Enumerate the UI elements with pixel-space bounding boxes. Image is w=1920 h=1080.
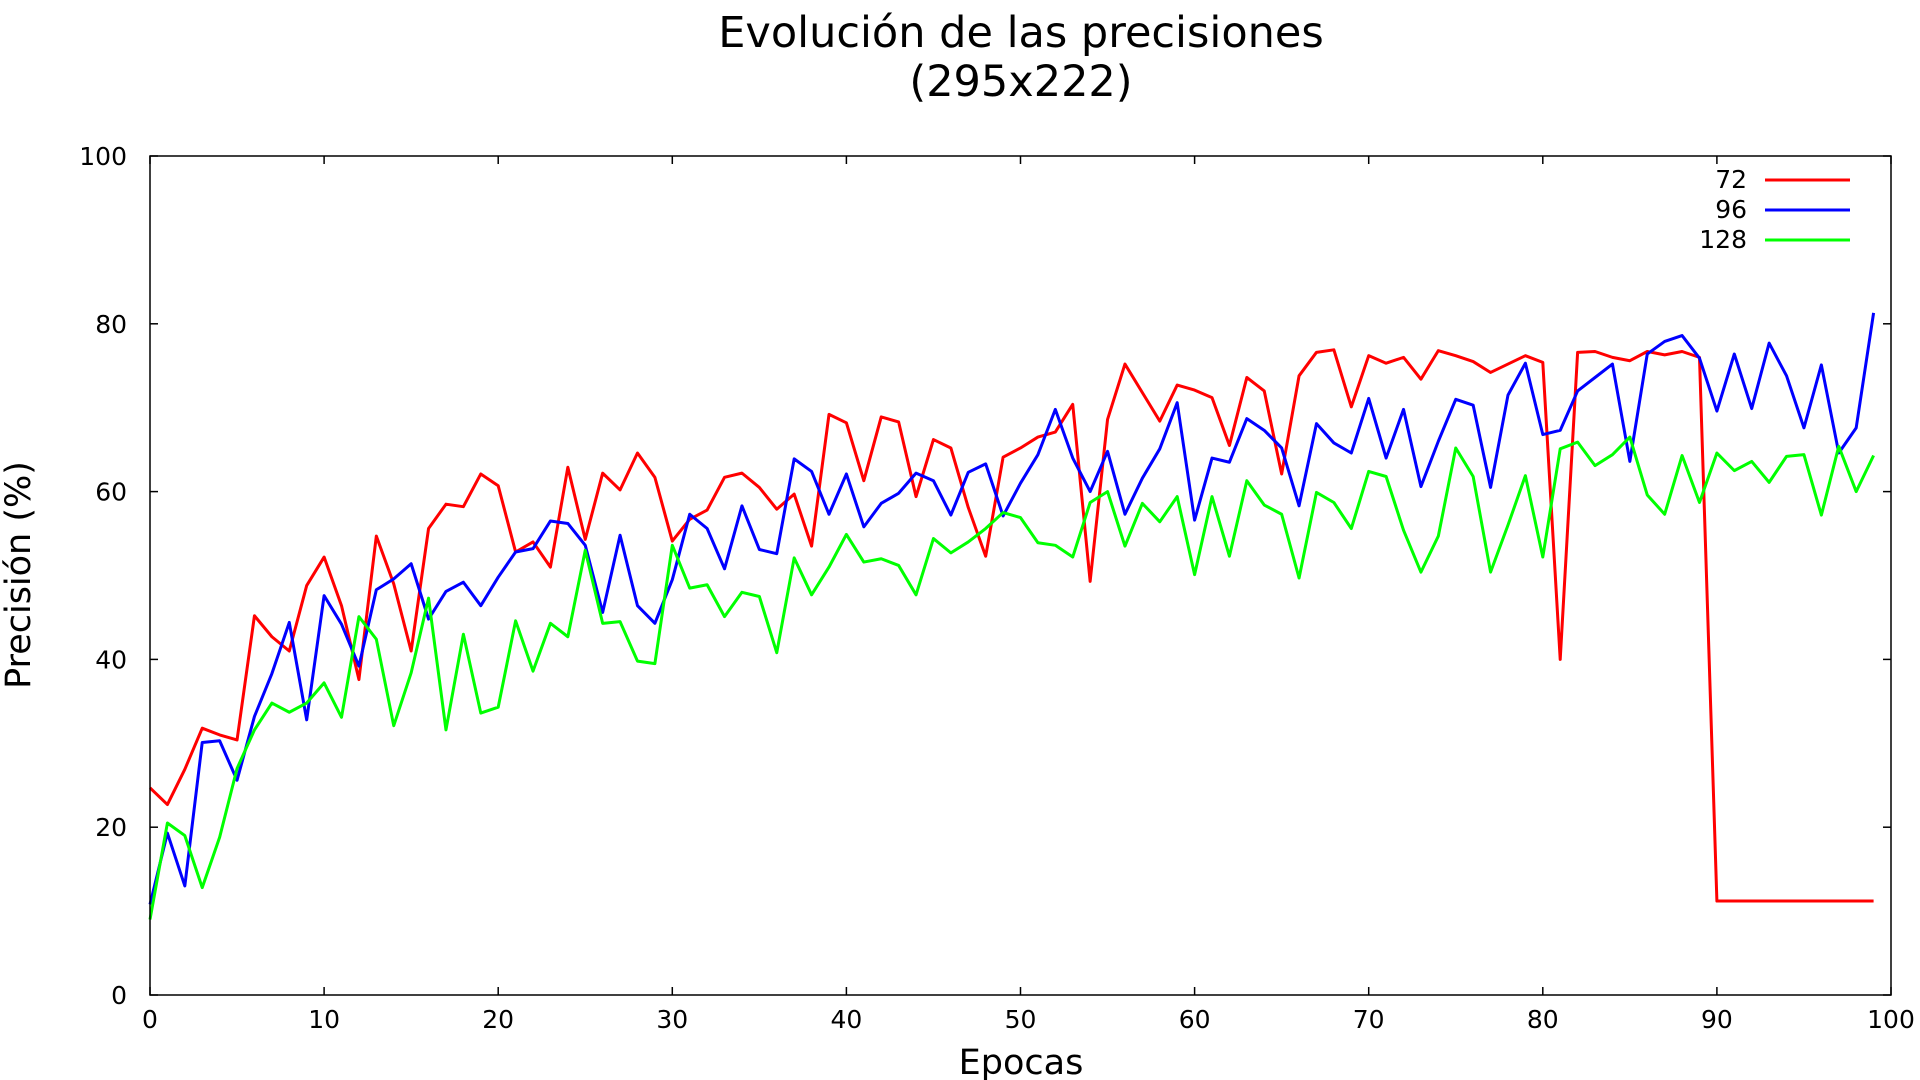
y-tick-label: 20	[95, 813, 127, 842]
x-tick-label: 100	[1867, 1005, 1915, 1034]
x-tick-label: 0	[142, 1005, 158, 1034]
series-line-128	[148, 435, 1875, 920]
x-tick-label: 60	[1179, 1005, 1211, 1034]
x-axis-title: Epocas	[959, 1043, 1084, 1080]
legend-label-128: 128	[1699, 225, 1747, 254]
x-tick-label: 30	[656, 1005, 688, 1034]
x-tick-label: 90	[1701, 1005, 1733, 1034]
legend-label-72: 72	[1715, 165, 1747, 194]
x-tick-label: 50	[1005, 1005, 1037, 1034]
x-tick-label: 80	[1527, 1005, 1559, 1034]
series-line-96	[148, 312, 1876, 905]
axis-ticks: 0 10 20 30 40 50 60 70 80 90 100 0 20 40 60 80 100	[79, 142, 1915, 1034]
x-tick-label: 20	[482, 1005, 514, 1034]
series-lines	[148, 312, 1876, 920]
x-tick-label: 40	[830, 1005, 862, 1034]
y-tick-label: 40	[95, 645, 127, 674]
plot-frame	[149, 155, 1892, 996]
y-tick-label: 100	[79, 142, 127, 171]
chart-subtitle: (295x222)	[909, 57, 1132, 107]
y-axis-title: Precisión (%)	[0, 461, 39, 689]
series-line-72	[148, 348, 1874, 903]
legend-label-96: 96	[1715, 195, 1747, 224]
x-tick-label: 70	[1353, 1005, 1385, 1034]
y-tick-label: 80	[95, 310, 127, 339]
y-tick-label: 0	[111, 981, 127, 1010]
chart-title: Evolución de las precisiones	[718, 8, 1324, 58]
y-tick-label: 60	[95, 478, 127, 507]
x-tick-label: 10	[308, 1005, 340, 1034]
